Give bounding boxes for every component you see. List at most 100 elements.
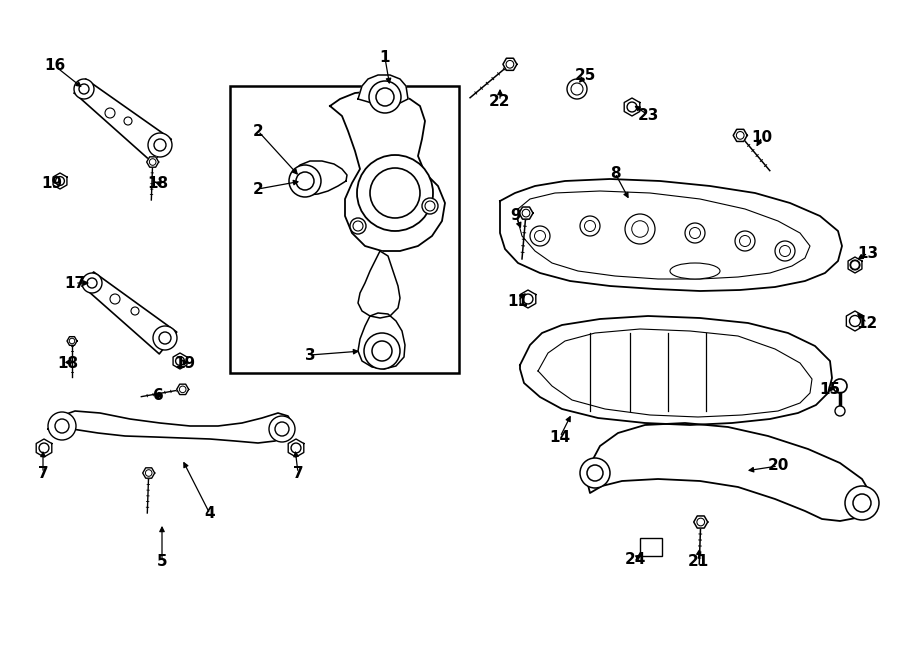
- Ellipse shape: [670, 263, 720, 279]
- Polygon shape: [330, 91, 445, 251]
- Text: 23: 23: [637, 108, 659, 122]
- Circle shape: [131, 307, 139, 315]
- Circle shape: [835, 406, 845, 416]
- Circle shape: [370, 168, 420, 218]
- Circle shape: [291, 443, 301, 453]
- Text: 19: 19: [41, 176, 63, 190]
- Circle shape: [105, 108, 115, 118]
- Circle shape: [153, 326, 177, 350]
- Circle shape: [376, 88, 394, 106]
- Circle shape: [506, 60, 514, 68]
- Circle shape: [146, 470, 152, 477]
- Circle shape: [850, 260, 860, 270]
- Circle shape: [845, 486, 879, 520]
- Circle shape: [833, 379, 847, 393]
- Polygon shape: [48, 411, 292, 443]
- Text: 8: 8: [609, 165, 620, 180]
- Polygon shape: [173, 353, 187, 369]
- Circle shape: [740, 235, 751, 247]
- Polygon shape: [846, 311, 864, 331]
- Circle shape: [87, 278, 97, 288]
- Text: 14: 14: [549, 430, 571, 444]
- Circle shape: [48, 412, 76, 440]
- Text: 7: 7: [38, 465, 49, 481]
- Polygon shape: [292, 161, 347, 195]
- Polygon shape: [36, 439, 52, 457]
- Circle shape: [422, 198, 438, 214]
- Circle shape: [425, 201, 435, 211]
- Circle shape: [735, 231, 755, 251]
- Circle shape: [697, 518, 705, 526]
- Text: 4: 4: [204, 506, 215, 522]
- Circle shape: [632, 221, 648, 237]
- Circle shape: [296, 172, 314, 190]
- Text: 10: 10: [752, 130, 772, 145]
- Polygon shape: [520, 290, 536, 308]
- Bar: [640, 538, 662, 556]
- Text: 16: 16: [44, 59, 66, 73]
- Text: 18: 18: [58, 356, 78, 371]
- Text: 5: 5: [157, 553, 167, 568]
- Circle shape: [530, 226, 550, 246]
- Polygon shape: [67, 336, 77, 345]
- Circle shape: [154, 139, 166, 151]
- Circle shape: [853, 494, 871, 512]
- Circle shape: [779, 245, 790, 256]
- Text: 21: 21: [688, 553, 708, 568]
- Polygon shape: [358, 313, 405, 369]
- Bar: [230, 86, 459, 373]
- Circle shape: [159, 332, 171, 344]
- Text: 13: 13: [858, 245, 878, 260]
- Polygon shape: [143, 468, 155, 478]
- Polygon shape: [625, 98, 640, 116]
- Polygon shape: [358, 251, 400, 318]
- Circle shape: [587, 465, 603, 481]
- Text: 19: 19: [175, 356, 195, 371]
- Circle shape: [372, 341, 392, 361]
- Polygon shape: [518, 191, 810, 279]
- Circle shape: [736, 132, 744, 139]
- Circle shape: [69, 338, 75, 344]
- Text: 15: 15: [819, 381, 841, 397]
- Text: 12: 12: [857, 315, 878, 330]
- Circle shape: [124, 117, 132, 125]
- Text: 2: 2: [253, 124, 264, 139]
- Circle shape: [522, 210, 530, 217]
- Circle shape: [689, 227, 700, 239]
- Circle shape: [176, 356, 184, 366]
- Circle shape: [580, 458, 610, 488]
- Polygon shape: [734, 130, 747, 141]
- Text: 7: 7: [292, 465, 303, 481]
- Circle shape: [627, 102, 637, 112]
- Text: 2: 2: [253, 182, 264, 196]
- Text: 22: 22: [490, 93, 511, 108]
- Polygon shape: [538, 329, 812, 417]
- Circle shape: [110, 294, 120, 304]
- Circle shape: [357, 155, 433, 231]
- Circle shape: [289, 165, 321, 197]
- Circle shape: [364, 333, 400, 369]
- Circle shape: [39, 443, 49, 453]
- Polygon shape: [53, 173, 67, 189]
- Text: 17: 17: [65, 276, 86, 290]
- Polygon shape: [694, 516, 707, 528]
- Polygon shape: [288, 439, 304, 457]
- Polygon shape: [147, 157, 158, 167]
- Text: 24: 24: [625, 551, 645, 566]
- Circle shape: [685, 223, 705, 243]
- Text: 9: 9: [510, 208, 521, 223]
- Circle shape: [74, 79, 94, 99]
- Circle shape: [269, 416, 295, 442]
- Circle shape: [56, 176, 65, 185]
- Circle shape: [369, 81, 401, 113]
- Circle shape: [523, 294, 533, 304]
- Text: 6: 6: [153, 389, 164, 403]
- Circle shape: [148, 133, 172, 157]
- Circle shape: [55, 419, 69, 433]
- Polygon shape: [503, 58, 517, 70]
- Text: 3: 3: [305, 348, 315, 362]
- Polygon shape: [848, 257, 862, 273]
- Polygon shape: [520, 316, 832, 425]
- Polygon shape: [176, 384, 189, 395]
- Circle shape: [625, 214, 655, 244]
